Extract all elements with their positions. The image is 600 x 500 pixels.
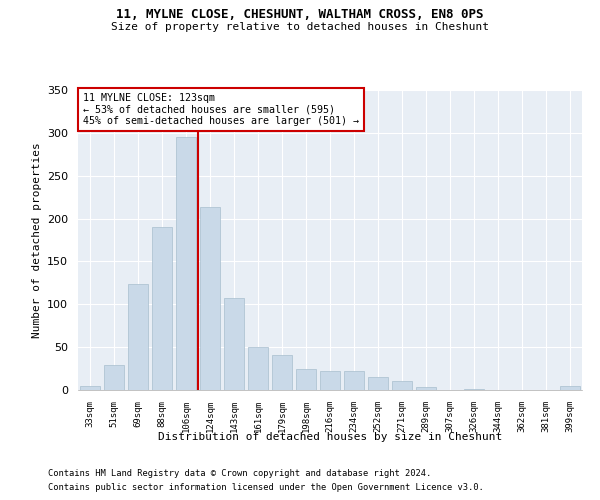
Bar: [344, 371, 364, 390]
Bar: [152, 227, 172, 390]
Bar: [464, 389, 484, 390]
Bar: [200, 208, 220, 390]
Text: 11 MYLNE CLOSE: 123sqm
← 53% of detached houses are smaller (595)
45% of semi-de: 11 MYLNE CLOSE: 123sqm ← 53% of detached…: [83, 93, 359, 126]
Bar: [128, 284, 148, 390]
Bar: [392, 382, 412, 390]
Bar: [320, 371, 340, 390]
Text: Contains public sector information licensed under the Open Government Licence v3: Contains public sector information licen…: [48, 484, 484, 492]
Bar: [272, 355, 292, 390]
Bar: [368, 377, 388, 390]
Y-axis label: Number of detached properties: Number of detached properties: [32, 142, 41, 338]
Text: 11, MYLNE CLOSE, CHESHUNT, WALTHAM CROSS, EN8 0PS: 11, MYLNE CLOSE, CHESHUNT, WALTHAM CROSS…: [116, 8, 484, 20]
Bar: [104, 365, 124, 390]
Bar: [176, 137, 196, 390]
Bar: [416, 388, 436, 390]
Text: Distribution of detached houses by size in Cheshunt: Distribution of detached houses by size …: [158, 432, 502, 442]
Bar: [560, 386, 580, 390]
Bar: [248, 347, 268, 390]
Bar: [296, 370, 316, 390]
Text: Size of property relative to detached houses in Cheshunt: Size of property relative to detached ho…: [111, 22, 489, 32]
Text: Contains HM Land Registry data © Crown copyright and database right 2024.: Contains HM Land Registry data © Crown c…: [48, 468, 431, 477]
Bar: [224, 298, 244, 390]
Bar: [80, 386, 100, 390]
